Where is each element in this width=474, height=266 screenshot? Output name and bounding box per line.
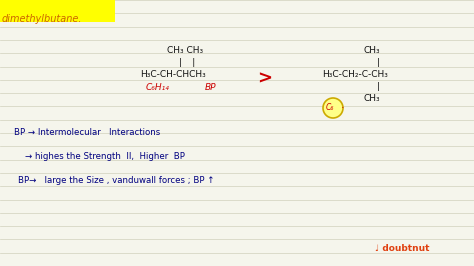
Text: dimethylbutane.: dimethylbutane. bbox=[2, 14, 82, 24]
Text: H₃C-CH₂-C-CH₃: H₃C-CH₂-C-CH₃ bbox=[322, 70, 388, 79]
Text: → highes the Strength  II,  Higher  BP: → highes the Strength II, Higher BP bbox=[25, 152, 185, 161]
Text: ·: · bbox=[341, 103, 345, 113]
Text: BP: BP bbox=[205, 83, 217, 92]
Text: BP→   large the Size , vanduwall forces ; BP ↑: BP→ large the Size , vanduwall forces ; … bbox=[18, 176, 215, 185]
FancyBboxPatch shape bbox=[0, 0, 115, 22]
Text: |    |: | | bbox=[179, 58, 195, 67]
Text: ♩ doubtnut: ♩ doubtnut bbox=[375, 244, 429, 253]
Text: CH₃: CH₃ bbox=[364, 94, 380, 103]
Text: CH₃ CH₃: CH₃ CH₃ bbox=[167, 46, 203, 55]
Text: C₆H₁₄: C₆H₁₄ bbox=[146, 83, 170, 92]
Text: |: | bbox=[376, 58, 380, 67]
Circle shape bbox=[323, 98, 343, 118]
Text: CH₃: CH₃ bbox=[364, 46, 380, 55]
Text: >: > bbox=[257, 70, 273, 88]
Text: H₃C-CH-CHCH₃: H₃C-CH-CHCH₃ bbox=[140, 70, 206, 79]
Text: BP → Intermolecular   Interactions: BP → Intermolecular Interactions bbox=[14, 128, 160, 137]
Text: C₆: C₆ bbox=[326, 103, 334, 113]
Text: |: | bbox=[376, 82, 380, 91]
